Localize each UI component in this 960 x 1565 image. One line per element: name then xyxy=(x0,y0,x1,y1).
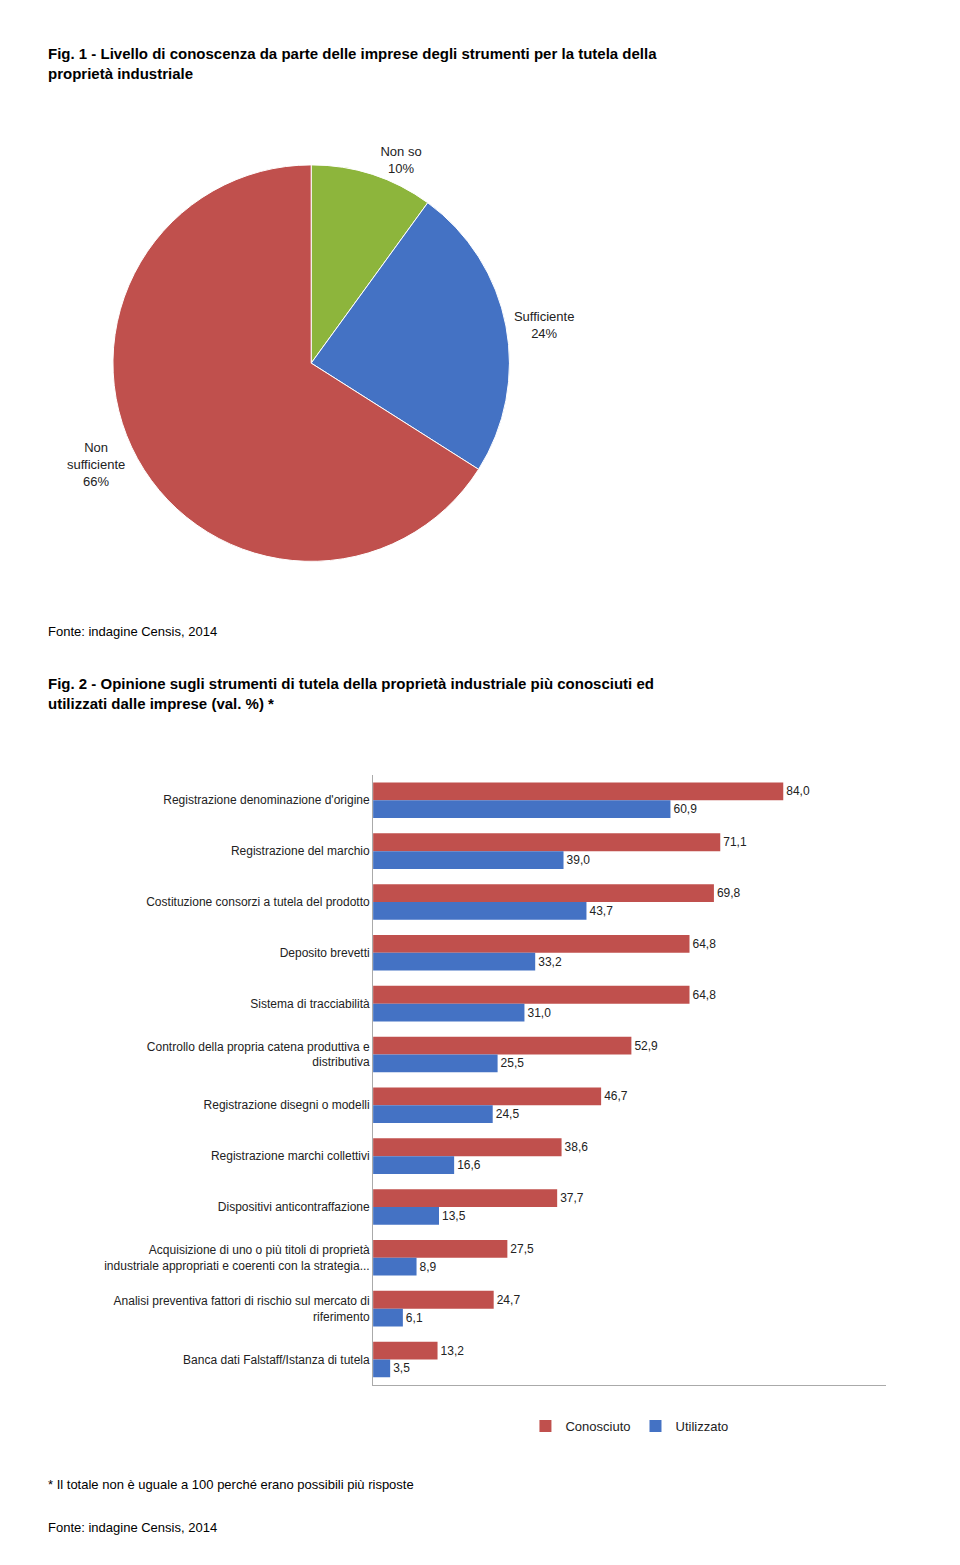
svg-text:Registrazione disegni o modell: Registrazione disegni o modelli xyxy=(204,1098,370,1112)
svg-text:84,0: 84,0 xyxy=(786,784,810,798)
svg-text:71,1: 71,1 xyxy=(723,835,747,849)
svg-text:Conosciuto: Conosciuto xyxy=(565,1419,630,1434)
svg-text:Dispositivi anticontraffazione: Dispositivi anticontraffazione xyxy=(218,1200,370,1214)
svg-text:24,7: 24,7 xyxy=(497,1293,521,1307)
svg-text:Controllo della propria catena: Controllo della propria catena produttiv… xyxy=(147,1040,370,1070)
svg-text:Costituzione consorzi a tutela: Costituzione consorzi a tutela del prodo… xyxy=(146,895,370,909)
svg-text:13,2: 13,2 xyxy=(441,1344,465,1358)
svg-text:25,5: 25,5 xyxy=(501,1056,525,1070)
svg-text:6,1: 6,1 xyxy=(406,1311,423,1325)
svg-text:Sistema di tracciabilità: Sistema di tracciabilità xyxy=(250,997,370,1011)
svg-text:8,9: 8,9 xyxy=(420,1260,437,1274)
svg-text:16,6: 16,6 xyxy=(457,1158,481,1172)
svg-text:37,7: 37,7 xyxy=(560,1191,584,1205)
svg-text:27,5: 27,5 xyxy=(510,1242,534,1256)
svg-text:46,7: 46,7 xyxy=(604,1089,628,1103)
svg-text:Banca dati Falstaff/Istanza di: Banca dati Falstaff/Istanza di tutela xyxy=(183,1353,370,1367)
svg-text:43,7: 43,7 xyxy=(589,904,613,918)
svg-text:Registrazione denominazione d': Registrazione denominazione d'origine xyxy=(163,793,370,807)
svg-text:Fig. 2 - Opinione sugli strume: Fig. 2 - Opinione sugli strumenti di tut… xyxy=(48,675,654,712)
svg-text:Acquisizione di uno o più tito: Acquisizione di uno o più titoli di prop… xyxy=(104,1243,370,1273)
svg-text:Utilizzato: Utilizzato xyxy=(675,1419,728,1434)
svg-text:Sufficiente24%: Sufficiente24% xyxy=(514,309,574,341)
svg-text:* Il totale non è uguale a 100: * Il totale non è uguale a 100 perché er… xyxy=(48,1477,414,1492)
svg-text:Non so10%: Non so10% xyxy=(380,144,421,176)
svg-text:69,8: 69,8 xyxy=(717,886,741,900)
svg-text:64,8: 64,8 xyxy=(693,937,717,951)
svg-text:Analisi preventiva fattori di: Analisi preventiva fattori di rischio su… xyxy=(114,1294,370,1324)
svg-text:Fonte: indagine Censis, 2014: Fonte: indagine Censis, 2014 xyxy=(48,624,217,639)
svg-text:Fonte: indagine Censis, 2014: Fonte: indagine Censis, 2014 xyxy=(48,1520,217,1535)
svg-text:Fig. 1 - Livello di conoscenza: Fig. 1 - Livello di conoscenza da parte … xyxy=(48,45,657,82)
svg-text:Deposito brevetti: Deposito brevetti xyxy=(280,946,370,960)
svg-text:39,0: 39,0 xyxy=(567,853,591,867)
svg-text:Registrazione del marchio: Registrazione del marchio xyxy=(231,844,370,858)
svg-text:13,5: 13,5 xyxy=(442,1209,466,1223)
svg-text:60,9: 60,9 xyxy=(673,802,697,816)
svg-text:Registrazione marchi collettiv: Registrazione marchi collettivi xyxy=(211,1149,370,1163)
svg-text:31,0: 31,0 xyxy=(527,1006,551,1020)
svg-text:52,9: 52,9 xyxy=(634,1039,658,1053)
svg-text:64,8: 64,8 xyxy=(693,988,717,1002)
svg-text:38,6: 38,6 xyxy=(565,1140,589,1154)
svg-text:33,2: 33,2 xyxy=(538,955,562,969)
svg-text:24,5: 24,5 xyxy=(496,1107,520,1121)
svg-text:Nonsufficiente66%: Nonsufficiente66% xyxy=(67,440,125,489)
svg-text:3,5: 3,5 xyxy=(393,1361,410,1375)
